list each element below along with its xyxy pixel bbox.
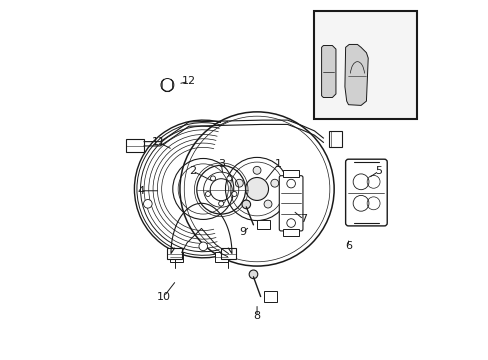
Bar [126,139,144,152]
Circle shape [210,176,215,181]
Text: 10: 10 [157,292,170,302]
Circle shape [249,270,257,279]
Bar [264,291,276,302]
Circle shape [242,200,249,208]
Bar [283,229,298,236]
Circle shape [245,177,268,201]
Circle shape [218,201,223,206]
Text: 12: 12 [182,76,196,86]
FancyBboxPatch shape [279,176,303,231]
Text: 1: 1 [275,159,282,169]
Bar [257,220,269,229]
Bar [167,248,182,259]
Bar [169,252,183,262]
Circle shape [286,179,295,188]
Bar [314,12,416,119]
Bar [328,131,342,147]
Circle shape [231,192,236,197]
Circle shape [253,166,261,174]
Text: 3: 3 [217,159,224,169]
Text: 8: 8 [253,311,260,321]
Text: 7: 7 [300,215,306,224]
Text: 4: 4 [137,186,144,196]
Text: 2: 2 [188,166,196,176]
Polygon shape [321,45,335,98]
Text: 9: 9 [239,227,246,237]
Circle shape [235,179,243,187]
Circle shape [226,176,231,181]
FancyBboxPatch shape [345,159,386,226]
Bar [214,252,227,262]
Circle shape [242,200,250,209]
Bar [221,248,235,259]
Text: 6: 6 [345,241,351,251]
Text: 5: 5 [375,166,382,176]
Circle shape [264,200,271,208]
Circle shape [286,219,295,227]
Circle shape [205,192,210,197]
Circle shape [270,179,278,187]
Bar [283,170,298,177]
Circle shape [143,199,152,208]
Circle shape [199,242,207,251]
Polygon shape [344,44,367,105]
Text: 11: 11 [151,138,165,147]
